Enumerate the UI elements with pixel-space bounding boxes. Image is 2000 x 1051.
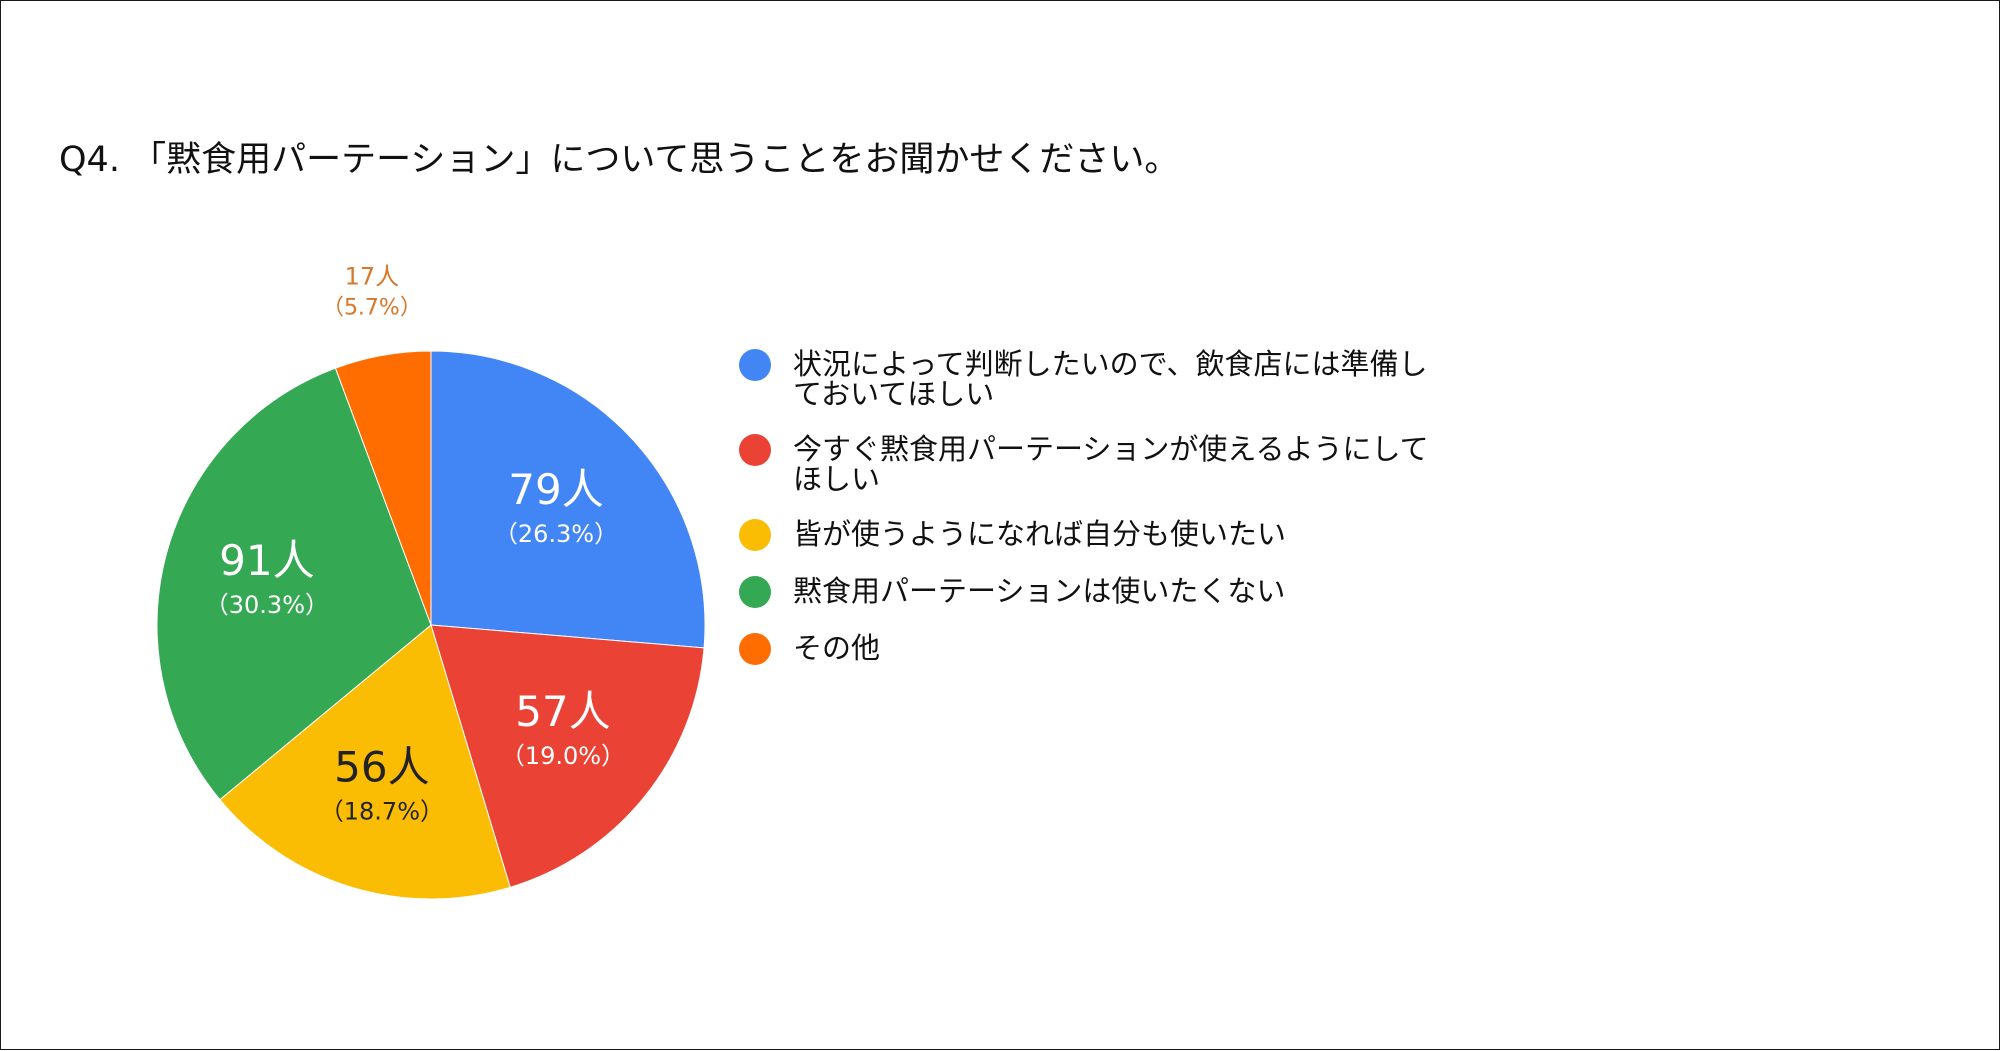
slice-percent-label-1: （26.3%） (494, 520, 618, 548)
slice-percent-label-4: （30.3%） (205, 591, 329, 619)
slice-percent-label-5: （5.7%） (322, 295, 422, 320)
legend-item-5: その他 (739, 625, 1459, 665)
slice-value-label-3: 56人 (334, 743, 429, 792)
legend-swatch-4 (739, 576, 771, 608)
pie-slice-3 (219, 624, 511, 900)
legend-label-4: 黙食用パーテーションは使いたくない (793, 574, 1286, 608)
legend-swatch-2 (739, 434, 771, 466)
slice-value-label-1: 79人 (508, 465, 603, 514)
legend-label-3: 皆が使うようになれば自分も使いたい (793, 517, 1287, 551)
chart-title: Q4. 「黙食用パーテーション」について思うことをお聞かせください。 (59, 140, 1180, 180)
legend-swatch-5 (739, 633, 771, 665)
slice-percent-label-2: （19.0%） (501, 742, 625, 770)
slice-percent-label-3: （18.7%） (320, 798, 444, 826)
slice-value-label-4: 91人 (219, 536, 314, 585)
pie-slice-1 (430, 350, 706, 649)
legend-label-1: 状況によって判断したいので、飲食店には準備しておいてほしい (793, 347, 1428, 411)
legend-item-4: 黙食用パーテーションは使いたくない (739, 568, 1459, 608)
pie-slice-4 (156, 367, 432, 801)
pie-slice-5 (334, 350, 432, 626)
legend-swatch-1 (739, 349, 771, 381)
legend-item-1: 状況によって判断したいので、飲食店には準備しておいてほしい (739, 341, 1459, 409)
slice-value-label-5: 17人 (345, 262, 400, 290)
legend-item-3: 皆が使うようになれば自分も使いたい (739, 511, 1459, 551)
chart-legend: 状況によって判断したいので、飲食店には準備しておいてほしい 今すぐ黙食用パーテーシ… (739, 341, 1459, 682)
slice-value-label-2: 57人 (515, 687, 610, 736)
legend-label-2: 今すぐ黙食用パーテーションが使えるようにしてほしい (793, 432, 1429, 496)
legend-label-5: その他 (793, 631, 881, 665)
pie-slice-2 (430, 624, 705, 888)
legend-swatch-3 (739, 519, 771, 551)
legend-item-2: 今すぐ黙食用パーテーションが使えるようにしてほしい (739, 426, 1459, 494)
